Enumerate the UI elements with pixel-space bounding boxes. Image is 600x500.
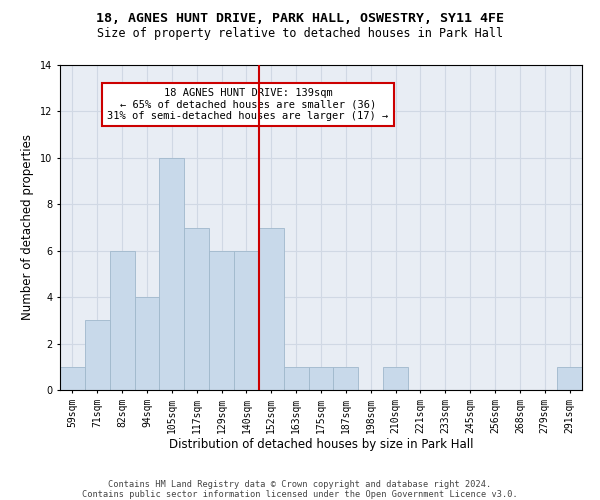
Y-axis label: Number of detached properties: Number of detached properties <box>22 134 34 320</box>
Bar <box>209 250 234 390</box>
Bar <box>160 158 184 390</box>
Text: Contains HM Land Registry data © Crown copyright and database right 2024.
Contai: Contains HM Land Registry data © Crown c… <box>82 480 518 499</box>
Bar <box>334 367 358 390</box>
Bar <box>308 367 334 390</box>
X-axis label: Distribution of detached houses by size in Park Hall: Distribution of detached houses by size … <box>169 438 473 452</box>
Bar <box>134 297 160 390</box>
Bar <box>184 228 209 390</box>
Bar <box>284 367 308 390</box>
Bar <box>85 320 110 390</box>
Bar <box>60 367 85 390</box>
Bar <box>234 250 259 390</box>
Text: Size of property relative to detached houses in Park Hall: Size of property relative to detached ho… <box>97 28 503 40</box>
Bar <box>259 228 284 390</box>
Text: 18 AGNES HUNT DRIVE: 139sqm
← 65% of detached houses are smaller (36)
31% of sem: 18 AGNES HUNT DRIVE: 139sqm ← 65% of det… <box>107 88 389 121</box>
Text: 18, AGNES HUNT DRIVE, PARK HALL, OSWESTRY, SY11 4FE: 18, AGNES HUNT DRIVE, PARK HALL, OSWESTR… <box>96 12 504 26</box>
Bar <box>557 367 582 390</box>
Bar <box>383 367 408 390</box>
Bar <box>110 250 134 390</box>
